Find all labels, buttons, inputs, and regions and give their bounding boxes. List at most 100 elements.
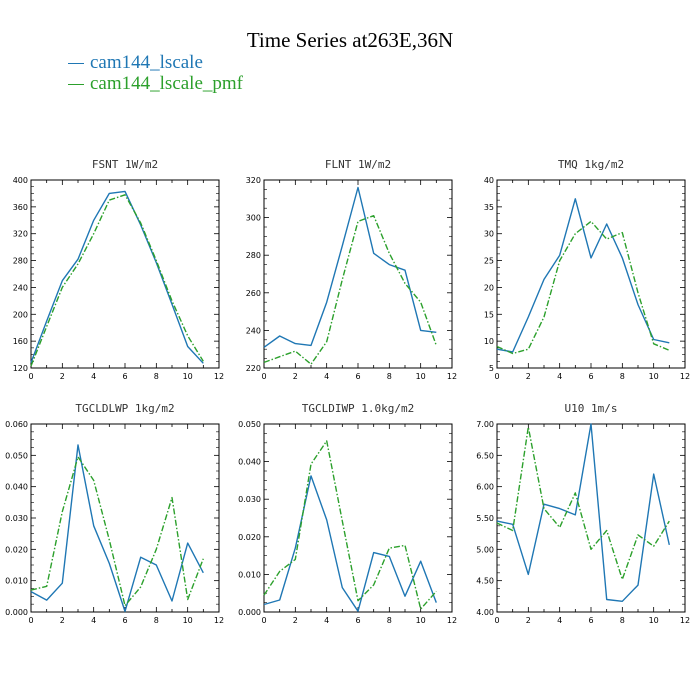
x-tick-label: 8 (387, 372, 392, 381)
series-line-lscale (496, 423, 670, 602)
series-line-lscale-pmf (30, 194, 204, 367)
x-tick-label: 12 (680, 616, 690, 625)
y-tick-label: 120 (13, 364, 28, 373)
series-line-lscale (263, 475, 437, 612)
x-tick-label: 10 (416, 372, 426, 381)
x-tick-label: 8 (387, 616, 392, 625)
x-tick-label: 12 (680, 372, 690, 381)
plot-frame (263, 179, 453, 369)
y-tick-label: 320 (13, 230, 28, 239)
y-tick-label: 0.020 (5, 545, 28, 554)
x-tick-label: 8 (620, 616, 625, 625)
panel-2: TMQ 1kg/m2 0 2 4 6 8 10 12 5 10 15 20 25 30 35 40 (484, 158, 690, 381)
y-tick-label: 280 (246, 251, 261, 260)
x-tick-label: 10 (416, 616, 426, 625)
y-tick-label: 260 (246, 289, 261, 298)
y-tick-label: 0.040 (238, 458, 261, 467)
x-tick-label: 2 (293, 616, 298, 625)
x-tick-label: 2 (293, 372, 298, 381)
panel-5: U10 1m/s 0 2 4 6 8 10 12 4.00 4.50 5.00 5.50 6.00 6.5… (476, 402, 690, 625)
x-tick-label: 6 (588, 616, 593, 625)
y-tick-label: 5 (489, 364, 494, 373)
x-tick-label: 12 (447, 616, 457, 625)
plot-frame (30, 423, 220, 613)
x-tick-label: 4 (324, 616, 329, 625)
plot-frame (263, 423, 453, 613)
x-tick-label: 8 (154, 616, 159, 625)
y-tick-label: 0.040 (5, 483, 28, 492)
x-tick-label: 2 (60, 616, 65, 625)
x-tick-label: 6 (122, 616, 127, 625)
x-tick-label: 8 (620, 372, 625, 381)
panel-1: FLNT 1W/m2 0 2 4 6 8 10 12 220 240 260 280 300 320 (246, 158, 457, 381)
panel-0: FSNT 1W/m2 0 2 4 6 8 10 12 120 160 200 240 280 320 360… (13, 158, 224, 381)
series-line-lscale-pmf (496, 220, 670, 355)
legend-label-lscale: cam144_lscale (90, 52, 203, 73)
panel-title: TMQ 1kg/m2 (558, 158, 624, 171)
x-tick-label: 6 (355, 616, 360, 625)
legend-entry-lscale: cam144_lscale (68, 52, 203, 74)
legend-swatch-lscale-pmf (68, 83, 84, 85)
y-tick-label: 25 (484, 257, 494, 266)
y-tick-label: 0.010 (238, 570, 261, 579)
x-tick-label: 6 (122, 372, 127, 381)
y-tick-label: 40 (484, 176, 494, 185)
x-tick-label: 4 (91, 372, 96, 381)
y-tick-label: 10 (484, 337, 494, 346)
x-tick-label: 4 (557, 372, 562, 381)
x-tick-label: 10 (183, 616, 193, 625)
y-tick-label: 0.000 (5, 608, 28, 617)
y-tick-label: 30 (484, 230, 494, 239)
x-tick-label: 0 (494, 372, 499, 381)
series-line-lscale (30, 444, 204, 613)
x-tick-label: 10 (649, 372, 659, 381)
legend-entry-lscale-pmf: cam144_lscale_pmf (68, 73, 243, 95)
x-tick-label: 12 (214, 616, 224, 625)
x-tick-label: 4 (557, 616, 562, 625)
x-tick-label: 8 (154, 372, 159, 381)
y-tick-label: 6.50 (476, 451, 494, 460)
x-tick-label: 10 (183, 372, 193, 381)
x-tick-label: 10 (649, 616, 659, 625)
figure-title: Time Series at263E,36N (246, 28, 454, 52)
y-tick-label: 220 (246, 364, 261, 373)
panel-title: TGCLDLWP 1kg/m2 (75, 402, 174, 415)
y-tick-label: 15 (484, 310, 494, 319)
y-tick-label: 0.000 (238, 608, 261, 617)
panel-title: FLNT 1W/m2 (325, 158, 391, 171)
x-tick-label: 0 (261, 616, 266, 625)
series-line-lscale-pmf (30, 456, 204, 607)
x-tick-label: 4 (91, 616, 96, 625)
panel-title: FSNT 1W/m2 (92, 158, 158, 171)
y-tick-label: 0.010 (5, 577, 28, 586)
series-line-lscale (263, 186, 437, 348)
x-tick-label: 6 (588, 372, 593, 381)
x-tick-label: 0 (28, 372, 33, 381)
panel-3: TGCLDLWP 1kg/m2 0 2 4 6 8 10 12 0.000 0.010 0.020 0… (5, 402, 224, 625)
panel-4: TGCLDIWP 1.0kg/m2 0 2 4 6 8 10 12 0.000 0.010 0.02… (238, 402, 457, 625)
y-tick-label: 0.050 (5, 451, 28, 460)
legend-label-lscale-pmf: cam144_lscale_pmf (90, 73, 244, 94)
y-tick-label: 0.020 (238, 533, 261, 542)
y-tick-label: 7.00 (476, 420, 494, 429)
y-tick-label: 320 (246, 176, 261, 185)
y-tick-label: 0.030 (5, 514, 28, 523)
x-tick-label: 12 (447, 372, 457, 381)
y-tick-label: 360 (13, 203, 28, 212)
series-line-lscale-pmf (263, 214, 437, 365)
y-tick-label: 300 (246, 214, 261, 223)
y-tick-label: 160 (13, 337, 28, 346)
x-tick-label: 2 (526, 372, 531, 381)
x-tick-label: 0 (261, 372, 266, 381)
x-tick-label: 2 (526, 616, 531, 625)
y-tick-label: 0.030 (238, 495, 261, 504)
y-tick-label: 0.050 (238, 420, 261, 429)
y-tick-label: 5.00 (476, 545, 494, 554)
x-tick-label: 2 (60, 372, 65, 381)
x-tick-label: 12 (214, 372, 224, 381)
y-tick-label: 0.060 (5, 420, 28, 429)
y-tick-label: 200 (13, 310, 28, 319)
x-tick-label: 6 (355, 372, 360, 381)
y-tick-label: 20 (484, 283, 494, 292)
